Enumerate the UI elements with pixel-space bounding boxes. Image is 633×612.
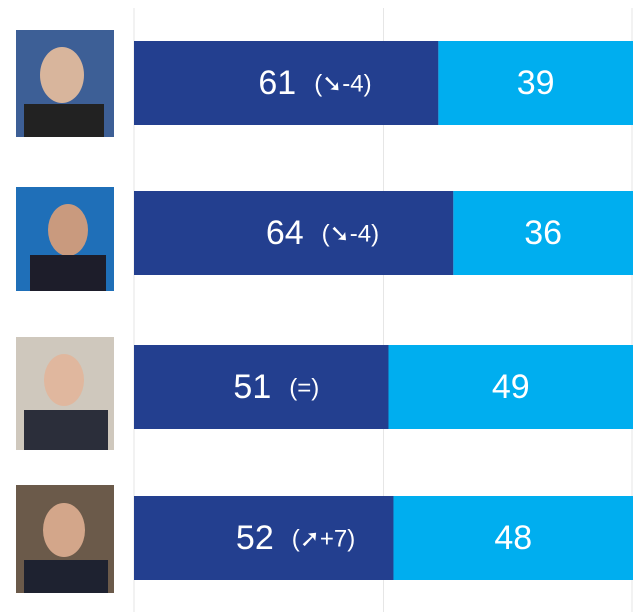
photo-body [30,255,106,291]
photo-body [24,560,108,593]
bar-segment [388,345,633,429]
bar-segment [438,41,633,125]
photo-face [44,354,84,406]
bar-segment [134,41,439,125]
value-label: 64 [266,214,304,252]
photos [16,30,114,593]
photo-body [24,410,108,450]
value-label: 36 [524,214,562,252]
value-label: 49 [492,368,530,406]
bar-segment [134,345,389,429]
change-label: (=) [289,374,319,401]
bar-segment [393,496,633,580]
change-label: (➚+7) [292,525,355,552]
value-label: 61 [258,64,296,102]
bar-segment [134,496,394,580]
value-label: 51 [233,368,271,406]
value-label: 48 [494,519,532,557]
change-label: (➘-4) [322,220,379,247]
photo-face [40,47,84,103]
bar-segment [134,191,454,275]
value-label: 39 [517,64,555,102]
photo-face [43,503,85,557]
photo-face [48,204,88,256]
bar-segment [453,191,633,275]
photo-body [24,104,104,137]
value-label: 52 [236,519,274,557]
change-label: (➘-4) [314,70,371,97]
